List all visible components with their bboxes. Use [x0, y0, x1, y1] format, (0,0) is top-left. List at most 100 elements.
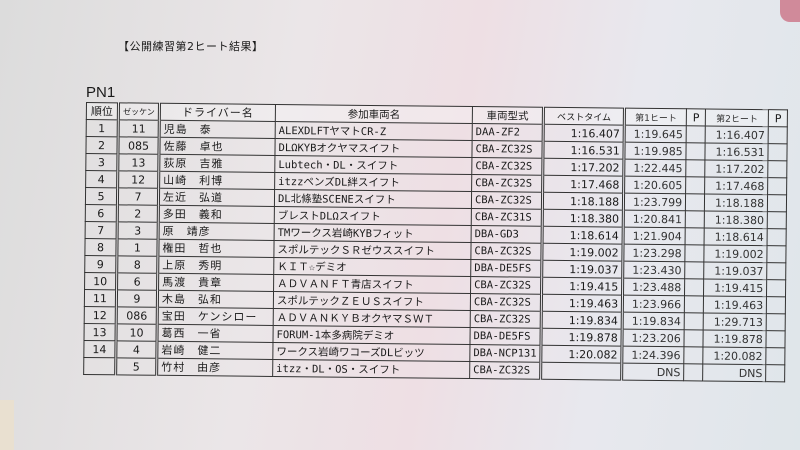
cell-driver: 権田 哲也 — [157, 239, 275, 258]
cell-p2 — [766, 262, 787, 280]
cell-driver: 左近 弘道 — [158, 188, 275, 207]
cell-heat2: 1:19.415 — [703, 278, 767, 297]
cell-best: 1:19.463 — [541, 294, 623, 313]
cell-car: Lubtech・DL・スイフト — [274, 155, 472, 175]
header-rank: 順位 — [86, 102, 119, 120]
cell-rank: 7 — [85, 221, 118, 239]
cell-type: CBA-ZC32S — [470, 276, 542, 295]
cell-p2 — [765, 364, 786, 382]
header-number: ゼッケン — [118, 102, 160, 121]
cell-type: CBA-ZC32S — [471, 140, 544, 159]
cell-car: FORUM-1本多病院デミオ — [272, 325, 471, 345]
cell-car: itzz・DL・OS・スイフト — [272, 359, 470, 379]
cell-p1 — [684, 278, 704, 296]
cell-type: DBA-NCP131 — [469, 344, 542, 363]
cell-rank — [83, 357, 116, 375]
cell-type: CBA-ZC32S — [471, 191, 543, 210]
cell-rank: 14 — [83, 340, 117, 358]
cell-heat1: 1:23.488 — [622, 278, 685, 296]
cell-rank: 4 — [85, 170, 118, 188]
background-object — [780, 0, 800, 22]
cell-driver: 山崎 利博 — [158, 171, 275, 190]
cell-car: ワークス岩崎ワコーズDLビッツ — [272, 342, 470, 362]
cell-heat2: DNS — [702, 363, 767, 382]
cell-best: 1:19.878 — [541, 328, 623, 347]
cell-heat2: 1:19.878 — [703, 329, 767, 348]
cell-p1 — [686, 125, 706, 143]
cell-driver: 竹村 由彦 — [156, 358, 273, 377]
cell-heat1: 1:23.799 — [623, 193, 686, 211]
cell-heat2: 1:16.531 — [705, 142, 769, 161]
cell-type: CBA-ZC32S — [469, 361, 542, 380]
cell-p1 — [685, 193, 705, 211]
cell-number: 086 — [116, 306, 158, 325]
cell-driver: 児島 泰 — [159, 120, 276, 139]
class-label: PN1 — [86, 84, 116, 101]
cell-p2 — [767, 160, 788, 178]
cell-p1 — [685, 210, 705, 228]
cell-best: 1:18.188 — [542, 192, 624, 211]
cell-heat1: 1:19.834 — [622, 312, 685, 330]
cell-best: 1:17.468 — [542, 175, 624, 194]
cell-car: スポルテックＳＲゼウススイフト — [273, 240, 472, 260]
cell-best: 1:16.531 — [543, 141, 625, 160]
cell-best: 1:19.002 — [542, 243, 624, 262]
cell-heat2: 1:19.463 — [703, 295, 767, 314]
cell-driver: 多田 義和 — [158, 205, 275, 224]
cell-p1 — [684, 261, 705, 279]
table-body: 1 11 児島 泰 ALEXDLFTヤマトCR-Z DAA-ZF2 1:16.407 1:1… — [83, 119, 788, 382]
cell-p1 — [685, 244, 705, 262]
cell-p2 — [768, 126, 788, 144]
cell-heat2: 1:19.002 — [704, 244, 768, 263]
cell-car: スポルテックＺＥＵＳスイフト — [273, 291, 471, 311]
cell-rank: 6 — [85, 204, 118, 222]
cell-type: CBA-ZC32S — [471, 174, 543, 193]
cell-rank: 3 — [85, 153, 118, 171]
cell-p2 — [766, 347, 786, 365]
cell-car: ＡＤＶＡＮＦＴ青店スイフト — [273, 274, 471, 294]
cell-p2 — [766, 296, 786, 314]
cell-type: DAA-ZF2 — [472, 123, 544, 142]
cell-rank: 10 — [84, 272, 117, 290]
cell-p1 — [684, 312, 704, 330]
cell-heat1: 1:19.985 — [624, 142, 687, 160]
cell-p2 — [767, 245, 787, 263]
header-heat2: 第2ヒート — [705, 108, 769, 127]
results-sheet: 順位 ゼッケン ドライバー名 参加車両名 車両型式 ベストタイム 第1ヒート P… — [83, 102, 788, 382]
paper-edge — [0, 400, 14, 450]
cell-p2 — [766, 313, 786, 331]
cell-p1 — [685, 176, 705, 194]
cell-driver: 原 靖彦 — [158, 222, 275, 241]
cell-type: CBA-ZC32S — [470, 293, 542, 312]
cell-number: 7 — [117, 187, 159, 206]
cell-driver: 荻原 吉雅 — [158, 154, 275, 173]
cell-heat1: 1:20.605 — [623, 176, 686, 194]
cell-car: TMワークス岩崎KYBフィット — [274, 223, 472, 243]
header-p1: P — [686, 108, 706, 126]
cell-p1 — [685, 159, 706, 177]
cell-number: 085 — [117, 136, 160, 155]
cell-rank: 2 — [85, 136, 119, 154]
cell-p2 — [767, 177, 787, 195]
cell-best: 1:19.834 — [541, 311, 623, 330]
cell-driver: 葛西 一省 — [156, 324, 274, 343]
cell-rank: 1 — [86, 119, 119, 137]
cell-best: 1:17.202 — [542, 158, 625, 177]
cell-car: ALEXDLFTヤマトCR-Z — [275, 121, 473, 141]
cell-driver: 木島 弘和 — [157, 290, 274, 309]
cell-type: DBA-GD3 — [471, 225, 543, 244]
cell-p1 — [683, 363, 704, 381]
header-type: 車両型式 — [472, 106, 544, 125]
cell-heat1: 1:23.430 — [622, 261, 686, 279]
cell-number: 3 — [117, 221, 159, 240]
cell-car: itzzペンズDL絆スイフト — [274, 172, 472, 192]
cell-p1 — [684, 346, 704, 364]
cell-rank: 8 — [84, 238, 118, 256]
cell-rank: 5 — [85, 187, 118, 205]
header-p2: P — [768, 109, 788, 127]
cell-number: 5 — [115, 357, 157, 376]
header-heat1: 第1ヒート — [624, 108, 687, 126]
cell-heat1: 1:23.206 — [622, 329, 685, 347]
header-driver: ドライバー名 — [159, 103, 276, 122]
cell-number: 4 — [115, 340, 157, 359]
